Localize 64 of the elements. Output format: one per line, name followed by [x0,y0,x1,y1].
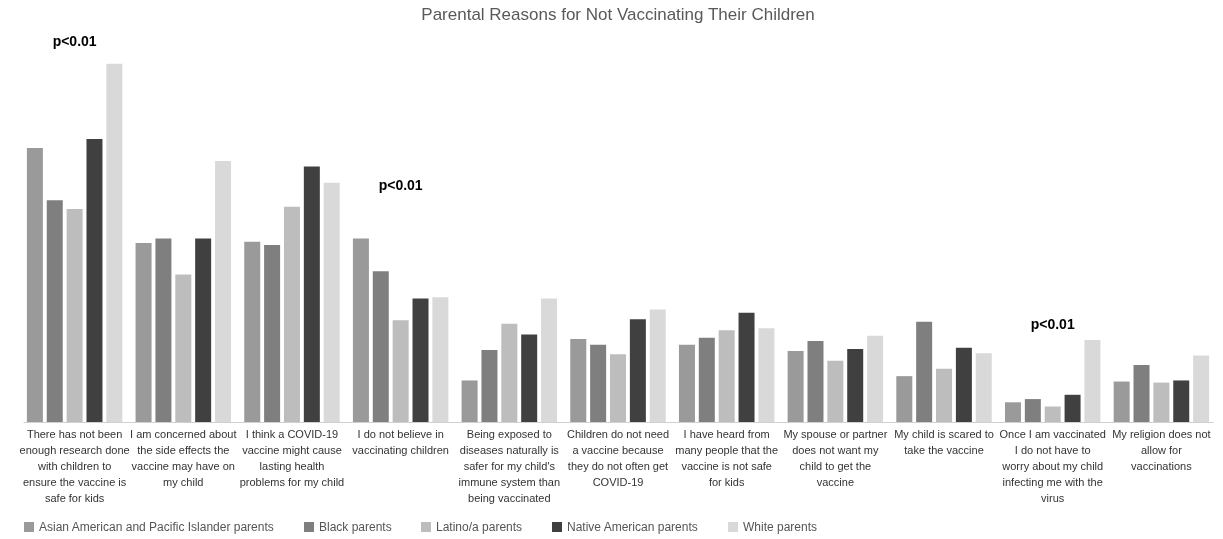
bar [1024,399,1041,422]
bar [481,350,498,422]
bar [244,241,261,422]
bar [303,166,320,422]
bar [570,338,587,422]
x-tick-label: Once I am vaccinated I do not have to worry about my child infecting me with the virus [999,427,1106,504]
bar [698,337,715,422]
bar [807,341,824,422]
bar [372,271,389,422]
bar [1173,380,1190,422]
bar [1153,382,1170,422]
bar [936,368,953,422]
text: p<0.01 [52,33,97,50]
legend-label: Native American parents [567,520,698,534]
bar [521,334,538,422]
bar [738,312,755,422]
bar [955,347,972,422]
bar [86,139,103,422]
bar [847,348,864,422]
x-tick-label: My spouse or partner does not want my child to get the vaccine [783,427,888,488]
bar [916,321,933,422]
x-tick-label: I am concerned about the side effects the vaccine may have on my child [130,427,237,488]
bar [1113,381,1130,422]
bar [46,200,63,422]
x-tick-label: Being exposed to diseases naturally is safer for my child's immune system than being vaccinated [458,427,561,504]
bar [590,344,607,422]
bar [787,351,804,422]
bar [1064,394,1081,422]
bar [175,274,192,422]
x-tick-label: I have heard from many people that the vaccine is not safe for kids [675,427,779,488]
x-tick-label: Children do not need a vaccine because they do not often get COVID-19 [566,427,670,488]
bar [610,354,626,422]
x-tick-label: My religion does not allow for vaccinations [1112,427,1211,472]
bar [66,208,83,422]
bar [461,380,478,422]
bar [1004,402,1021,422]
bar [1044,406,1061,422]
legend-label: Latino/a parents [436,520,523,534]
bar [501,323,518,422]
bar [678,344,695,422]
annotation: p<0.01 [1030,316,1075,333]
annotation: p<0.01 [378,176,423,193]
bar [629,319,646,422]
bar [827,360,844,422]
bar [412,298,429,422]
x-tick-label: My child is scared to take the vaccine [894,427,994,456]
bar [718,330,735,422]
bar [135,242,152,422]
x-tick-label: There has not been enough research done with children to ensure the vaccine is safe for kids [19,427,130,504]
chart-title: Parental Reasons for Not Vaccinating Their Children [421,5,815,24]
bar [195,238,212,422]
legend-label: Asian American and Pacific Islander parents [39,520,274,534]
legend-label: Black parents [319,520,392,534]
bar [26,147,43,422]
bar [352,238,369,422]
bar [283,206,300,422]
bar [264,245,281,422]
bar [155,238,172,422]
bar [392,320,409,422]
x-tick-label: I do not believe in vaccinating children [352,427,449,456]
x-tick-label: I think a COVID-19 vaccine might cause lasting health problems for my child [239,427,345,488]
legend-label: White parents [743,520,818,534]
bar [896,376,913,422]
bar [1133,365,1150,422]
